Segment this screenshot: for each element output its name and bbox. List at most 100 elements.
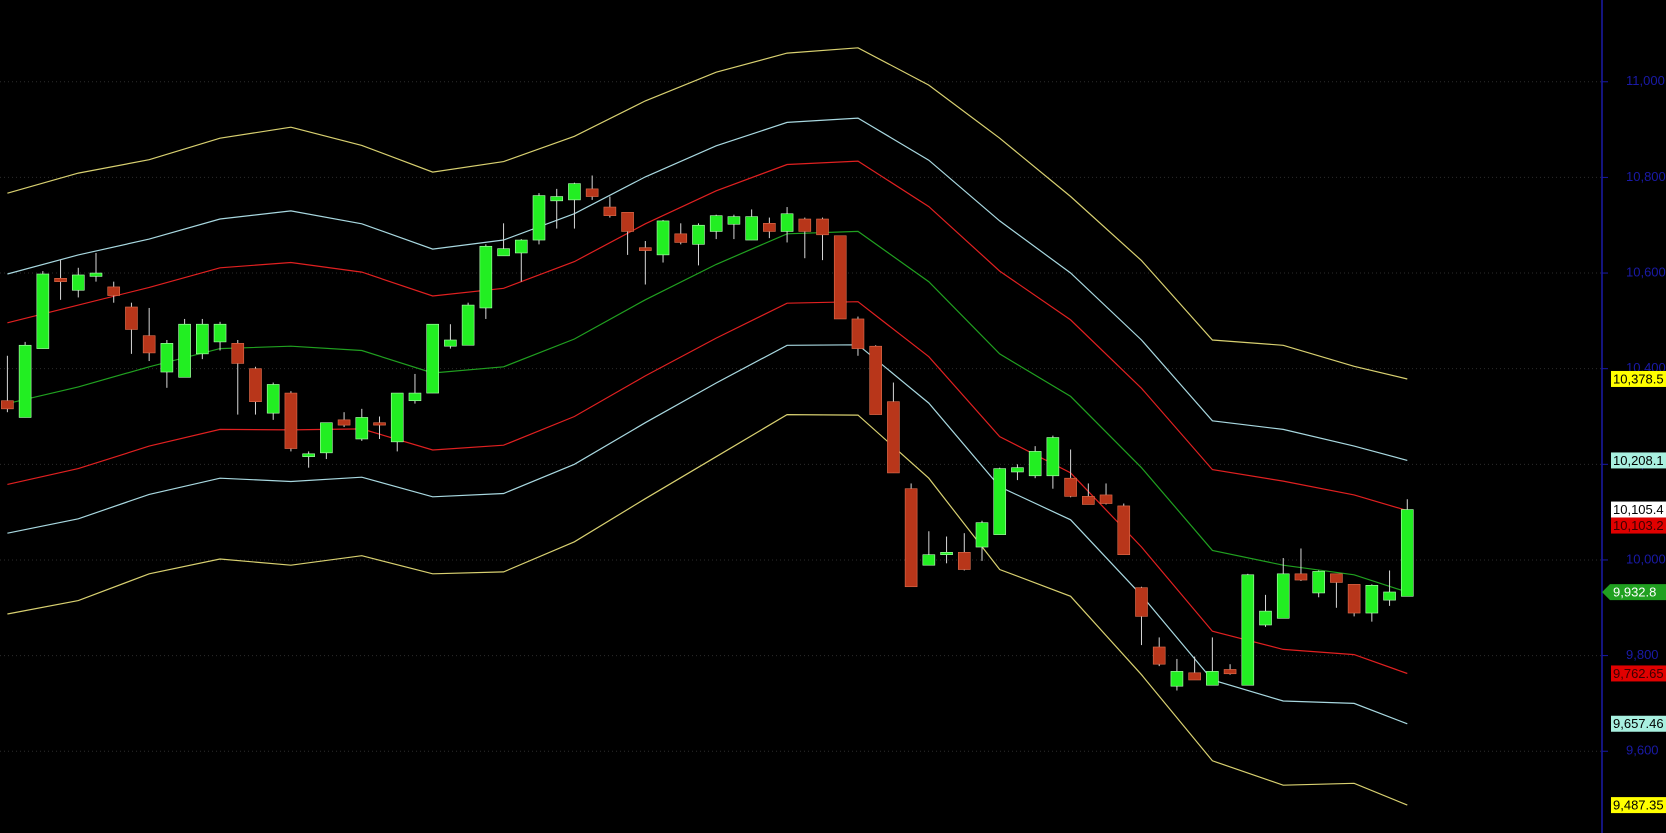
- candle-body: [107, 286, 121, 296]
- candle-body: [249, 368, 262, 402]
- candle-body: [780, 213, 794, 232]
- candle-body: [532, 195, 546, 241]
- candle-body: [1241, 574, 1255, 686]
- candle-body: [373, 422, 386, 426]
- candle-body: [1135, 587, 1148, 617]
- candle-body: [1330, 573, 1343, 583]
- candle-body: [390, 392, 404, 443]
- candle-body: [833, 235, 847, 320]
- candle-body: [957, 552, 971, 570]
- band-line: [7, 160, 1408, 512]
- candle-body: [497, 248, 510, 257]
- price-tag-label: 10,103.2: [1613, 518, 1664, 533]
- candle-body: [887, 401, 900, 474]
- candle-body: [1347, 584, 1361, 614]
- candle-body: [1, 400, 14, 410]
- price-tag-box: [1611, 665, 1666, 682]
- candle-body: [940, 552, 953, 555]
- candle-body: [160, 343, 174, 373]
- price-tag-label: 10,378.5: [1613, 371, 1664, 386]
- candle-body: [621, 212, 634, 232]
- candle-body: [1276, 573, 1290, 619]
- price-tag-label: 9,487.35: [1613, 798, 1664, 813]
- candle-body: [1028, 451, 1042, 477]
- y-tick-label: 10,000: [1626, 551, 1666, 566]
- price-tag-label: 9,932.8: [1613, 585, 1656, 600]
- candle-body: [993, 468, 1007, 535]
- candle-body: [1259, 610, 1272, 626]
- candle-body: [302, 453, 315, 457]
- candle-body: [320, 422, 333, 454]
- candle-body: [514, 239, 528, 254]
- y-tick-label: 9,600: [1626, 743, 1659, 758]
- candle-body: [585, 188, 599, 197]
- candle-body: [745, 216, 758, 241]
- candle-body: [568, 183, 581, 201]
- candle-body: [1312, 571, 1325, 594]
- candle-body: [550, 196, 564, 202]
- band-line: [7, 413, 1408, 806]
- candle-body: [1170, 671, 1184, 687]
- band-line: [7, 344, 1408, 725]
- candle-body: [1117, 505, 1131, 555]
- price-tag-box: [1611, 797, 1666, 814]
- candle-body: [479, 245, 493, 309]
- price-tag: 9,657.46: [1611, 715, 1666, 732]
- candle-body: [89, 272, 103, 277]
- y-tick-label: 10,600: [1626, 264, 1666, 279]
- candle-body: [1400, 509, 1414, 597]
- candle-body: [178, 323, 191, 378]
- price-tag-box: [1611, 715, 1666, 732]
- price-tag-box: [1602, 584, 1666, 601]
- price-tag-label: 10,208.1: [1613, 453, 1664, 468]
- candle-body: [904, 488, 918, 588]
- candle-body: [71, 274, 85, 291]
- candle-body: [284, 392, 298, 449]
- candle-body: [444, 339, 457, 347]
- candle-body: [1011, 467, 1024, 473]
- price-tag: 10,105.4: [1611, 501, 1666, 518]
- candle-body: [922, 554, 936, 566]
- candle-body: [727, 216, 741, 225]
- candle-body: [674, 233, 688, 243]
- candle-body: [1383, 591, 1396, 601]
- candle-body: [18, 344, 32, 418]
- candle-body: [763, 223, 776, 232]
- band-line: [7, 301, 1408, 675]
- candle-body: [798, 218, 812, 232]
- candle-body: [975, 522, 989, 548]
- y-tick-label: 10,800: [1626, 169, 1666, 184]
- candle-body: [408, 392, 422, 402]
- price-tag-label: 9,762.65: [1613, 666, 1664, 681]
- price-tag: 10,103.2: [1611, 517, 1666, 534]
- candle-body: [603, 206, 617, 216]
- candle-body: [355, 417, 369, 440]
- price-tag-box: [1611, 452, 1666, 469]
- price-tag: 10,378.5: [1611, 370, 1666, 387]
- y-tick-label: 9,800: [1626, 647, 1659, 662]
- candle-body: [196, 323, 209, 355]
- candle-body: [1064, 477, 1077, 497]
- candle-body: [656, 220, 670, 256]
- candle-body: [1046, 437, 1060, 477]
- candle-body: [125, 306, 138, 330]
- price-tag-box: [1611, 370, 1666, 387]
- candle-body: [142, 335, 156, 354]
- price-tag: 9,762.65: [1611, 665, 1666, 682]
- candle-body: [1188, 672, 1201, 681]
- candle-body: [639, 247, 652, 251]
- candle-body: [1223, 669, 1237, 675]
- candle-body: [1099, 494, 1113, 504]
- candle-body: [692, 224, 705, 245]
- candle-body: [36, 273, 50, 349]
- candle-body: [1294, 573, 1308, 581]
- candle-body: [426, 323, 439, 394]
- candle-body: [851, 318, 865, 349]
- price-tag-box: [1611, 501, 1666, 518]
- band-line: [7, 117, 1408, 461]
- candle-body: [213, 323, 227, 343]
- price-tag: 9,487.35: [1611, 797, 1666, 814]
